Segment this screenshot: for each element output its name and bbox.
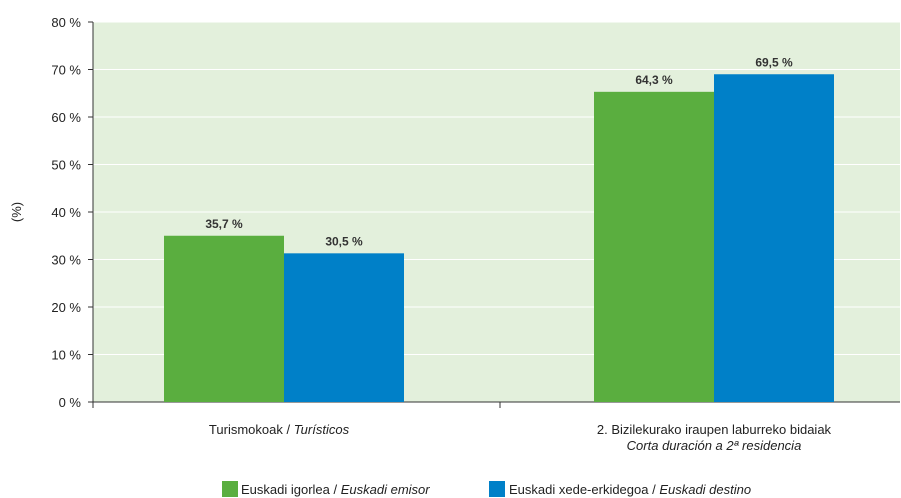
category-label-1: Turismokoak / Turísticos	[209, 422, 350, 437]
legend-swatch-destino	[489, 481, 505, 497]
legend-label-destino: Euskadi xede-erkidegoa / Euskadi destino	[509, 482, 751, 497]
data-label: 64,3 %	[635, 73, 673, 87]
y-tick-label: 60 %	[51, 110, 81, 125]
y-axis-ticks: 0 % 10 % 20 % 30 % 40 % 50 % 60 % 70 % 80 %	[51, 15, 93, 410]
y-tick-label: 50 %	[51, 158, 81, 173]
bars	[164, 74, 834, 402]
bar	[714, 74, 834, 402]
data-label: 69,5 %	[755, 55, 793, 69]
category-label-2-line2: Corta duración a 2ª residencia	[627, 438, 802, 453]
y-tick-label: 20 %	[51, 300, 81, 315]
legend: Euskadi igorlea / Euskadi emisor Euskadi…	[222, 481, 751, 497]
data-label: 30,5 %	[325, 234, 363, 248]
y-tick-label: 70 %	[51, 63, 81, 78]
y-axis-label: (%)	[9, 202, 24, 222]
legend-label-emisor: Euskadi igorlea / Euskadi emisor	[241, 482, 430, 497]
y-tick-label: 40 %	[51, 205, 81, 220]
y-tick-label: 30 %	[51, 253, 81, 268]
legend-swatch-emisor	[222, 481, 238, 497]
data-labels: 35,7 % 64,3 % 30,5 % 69,5 %	[205, 55, 793, 248]
y-tick-label: 80 %	[51, 15, 81, 30]
category-label-2: 2. Bizilekurako iraupen laburreko bidaia…	[597, 422, 832, 437]
y-tick-label: 10 %	[51, 348, 81, 363]
bar	[164, 235, 284, 402]
data-label: 35,7 %	[205, 217, 243, 231]
bar	[284, 253, 404, 402]
bar	[594, 91, 714, 402]
y-tick-label: 0 %	[59, 395, 82, 410]
